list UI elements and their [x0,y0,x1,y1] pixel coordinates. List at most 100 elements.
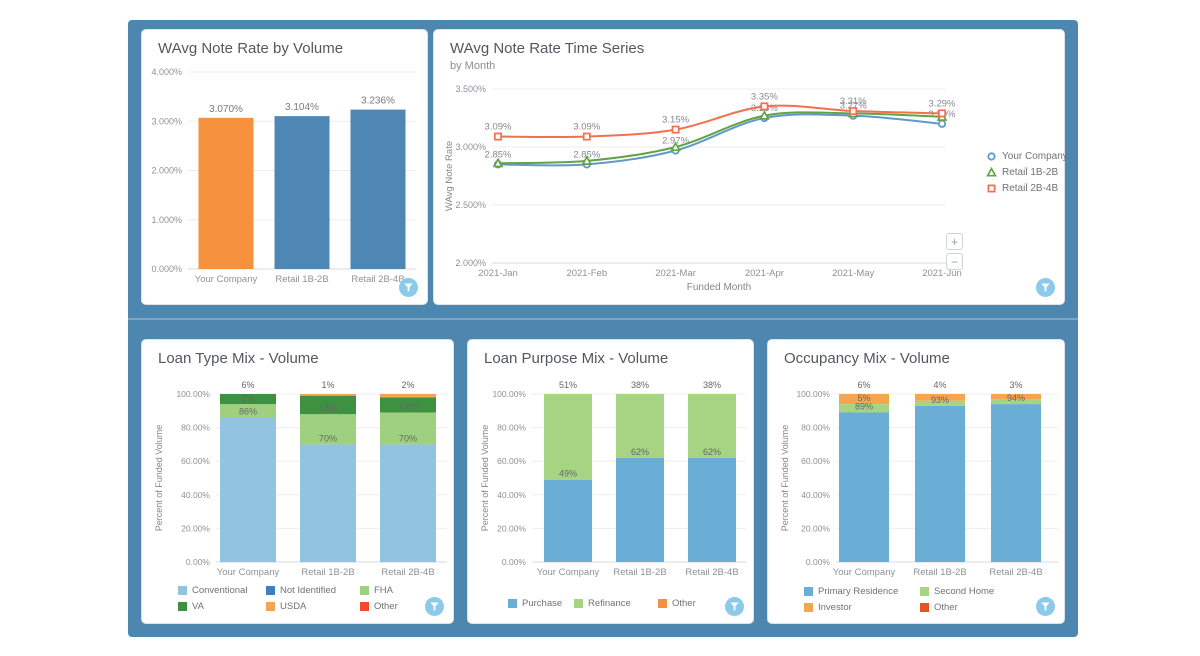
svg-text:2021-May: 2021-May [832,268,874,279]
svg-text:3.09%: 3.09% [573,122,600,133]
legend-item-va[interactable]: VA [178,601,266,612]
svg-text:Retail 1B-2B: Retail 1B-2B [913,567,966,578]
svg-text:100.00%: 100.00% [176,389,210,399]
svg-text:20.00%: 20.00% [497,523,526,533]
segment-va-retail-1b-2b[interactable] [300,395,356,415]
segment-investor-your-company[interactable] [839,394,889,405]
legend-item-fha[interactable]: FHA [360,585,422,596]
legend-item-other[interactable]: Other [658,598,714,609]
legend-item-investor[interactable]: Investor [804,602,920,613]
segment-purchase-retail-1b-2b[interactable] [616,457,664,562]
segment-refinance-retail-1b-2b[interactable] [616,394,664,458]
wavg-note-rate-by-volume-chart: 0.000% 1.000% 2.000% 3.000% 4.000% 3.070% Your… [142,30,427,304]
segment-fha-retail-2b-4b[interactable] [380,412,436,445]
svg-text:60.00%: 60.00% [181,456,210,466]
svg-text:Retail 1B-2B: Retail 1B-2B [301,567,354,578]
svg-text:100.00%: 100.00% [492,389,526,399]
filter-button[interactable] [1036,278,1055,297]
svg-text:3.35%: 3.35% [751,91,778,102]
legend-item-second-home[interactable]: Second Home [920,586,1020,597]
legend-item-conventional[interactable]: Conventional [178,585,266,596]
point-your-company-5[interactable] [937,119,947,128]
legend-item-refinance[interactable]: Refinance [574,598,658,609]
segment-va-retail-2b-4b[interactable] [380,397,436,413]
legend-item-purchase[interactable]: Purchase [508,598,574,609]
wavg-note-rate-time-series-chart[interactable]: 2.000% 2.500% 3.000% 3.500% 2021-Jan 2021-Feb… [434,30,1068,304]
segment-conventional-retail-2b-4b[interactable] [380,444,436,562]
legend-row: Purchase Refinance Other [508,598,714,609]
legend-item-usda[interactable]: USDA [266,601,360,612]
legend-label: Not Identified [280,585,336,596]
point-retail-2b-4b-2[interactable] [671,125,680,134]
segment-usda-retail-1b-2b[interactable] [300,394,356,396]
svg-text:38%: 38% [631,380,649,390]
segment-va-your-company[interactable] [220,394,276,405]
segment-second-home-retail-2b-4b[interactable] [991,399,1041,405]
segment-second-home-your-company[interactable] [839,404,889,413]
segment-second-home-retail-1b-2b[interactable] [915,400,965,406]
zoom-in-button[interactable]: + [946,233,963,250]
segment-refinance-retail-2b-4b[interactable] [688,394,736,458]
segment-conventional-your-company[interactable] [220,417,276,562]
segment-refinance-your-company[interactable] [544,394,592,480]
bar-your-company[interactable] [198,117,254,270]
card-wavg-note-rate-time-series: WAvg Note Rate Time Series by Month 2.00… [433,29,1068,305]
filter-button[interactable] [1036,597,1055,616]
filter-button[interactable] [725,597,744,616]
point-retail-2b-4b-4[interactable] [849,107,858,115]
svg-text:3.09%: 3.09% [485,122,512,133]
point-retail-2b-4b-5[interactable] [938,109,946,118]
legend-item-not-identified[interactable]: Not Identified [266,585,360,596]
legend-label: Retail 2B-4B [1002,183,1059,194]
legend-item-your-company[interactable]: Your Company [986,151,1068,162]
legend-item-primary-residence[interactable]: Primary Residence [804,586,920,597]
svg-text:4.000%: 4.000% [151,67,182,77]
filter-button[interactable] [425,597,444,616]
svg-text:19%: 19% [399,401,417,411]
legend-swatch [266,602,275,611]
legend-item-retail-1b-2b[interactable]: Retail 1B-2B [986,167,1068,178]
segment-investor-retail-2b-4b[interactable] [991,394,1041,400]
filter-button[interactable] [399,278,418,297]
svg-text:2.000%: 2.000% [151,166,182,176]
point-retail-1b-2b-1[interactable] [581,155,593,165]
card-title: WAvg Note Rate by Volume [158,40,344,57]
point-retail-1b-2b-2[interactable] [670,141,681,152]
point-retail-2b-4b-0[interactable] [494,132,502,141]
bar-retail-2b-4b[interactable] [350,109,406,269]
segment-primary-residence-retail-1b-2b[interactable] [915,405,965,562]
legend-item-other[interactable]: Other [920,602,1020,613]
svg-text:6%: 6% [857,380,870,390]
point-retail-1b-2b-3[interactable] [759,110,770,120]
svg-text:WAvg Note Rate: WAvg Note Rate [444,141,455,211]
segment-purchase-retail-2b-4b[interactable] [688,457,736,562]
svg-text:2.85%: 2.85% [573,149,600,160]
segment-primary-residence-retail-2b-4b[interactable] [991,404,1041,562]
svg-text:2021-Mar: 2021-Mar [655,268,696,279]
svg-text:60.00%: 60.00% [801,456,830,466]
segment-usda-retail-2b-4b[interactable] [380,394,436,398]
svg-text:62%: 62% [631,447,649,457]
legend-swatch [920,603,929,612]
point-retail-2b-4b-3[interactable] [760,102,769,111]
legend-item-other[interactable]: Other [360,601,422,612]
card-subtitle: by Month [450,60,496,72]
segment-primary-residence-your-company[interactable] [839,412,889,562]
point-retail-2b-4b-1[interactable] [582,132,591,141]
svg-text:Your Company: Your Company [537,567,600,578]
svg-text:Retail 1B-2B: Retail 1B-2B [275,274,328,285]
segment-purchase-your-company[interactable] [544,479,592,562]
svg-text:Funded Month: Funded Month [687,282,752,293]
segment-fha-retail-1b-2b[interactable] [300,414,356,445]
segment-investor-retail-1b-2b[interactable] [915,394,965,401]
segment-conventional-retail-1b-2b[interactable] [300,444,356,562]
svg-text:51%: 51% [559,380,577,390]
loan-type-mix-volume-plot: 0.00% 20.00% 40.00% 60.00% 80.00% 100.00% Perc… [154,380,447,578]
svg-text:38%: 38% [703,380,721,390]
point-retail-1b-2b-0[interactable] [492,157,504,168]
svg-text:3.500%: 3.500% [455,84,486,94]
bar-retail-1b-2b[interactable] [274,116,330,270]
legend-item-retail-2b-4b[interactable]: Retail 2B-4B [986,183,1068,194]
segment-fha-your-company[interactable] [220,404,276,418]
zoom-out-button[interactable]: − [946,253,963,270]
